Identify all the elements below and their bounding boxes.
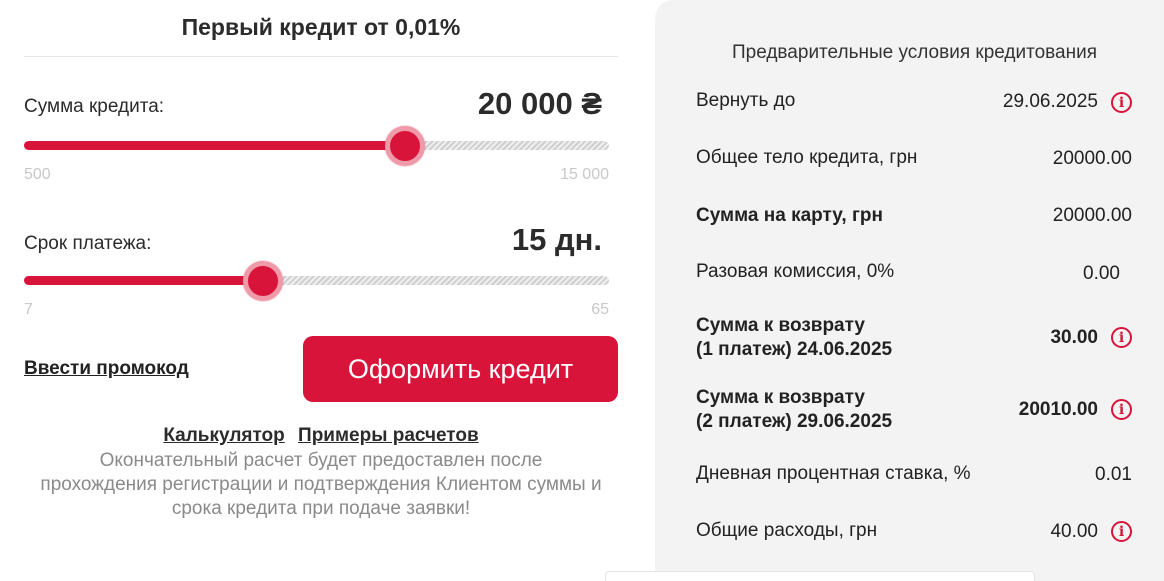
examples-link[interactable]: Примеры расчетов bbox=[298, 425, 479, 446]
calculator-links: Калькулятор Примеры расчетов bbox=[24, 425, 618, 447]
commission-label: Разовая комиссия, 0% bbox=[696, 261, 895, 282]
info-circle-icon[interactable]: i bbox=[1111, 399, 1132, 420]
repayment-2-label-line2: (2 платеж) 29.06.2025 bbox=[696, 411, 893, 432]
info-circle-icon[interactable]: i bbox=[1111, 521, 1132, 542]
term-slider-handle[interactable] bbox=[243, 261, 284, 301]
return-date-value: 29.06.2025 bbox=[1002, 91, 1098, 112]
repayment-1-label-line2: (1 платеж) 24.06.2025 bbox=[696, 339, 893, 360]
title-divider bbox=[24, 56, 618, 57]
loan-body-label: Общее тело кредита, грн bbox=[696, 147, 918, 168]
repayment-2-value: 20010.00 bbox=[1018, 399, 1098, 420]
repayment-2-label-line1: Сумма к возврату bbox=[696, 387, 865, 408]
credit-conditions-panel: Предварительные условия кредитования Вер… bbox=[655, 0, 1164, 581]
daily-rate-value: 0.01 bbox=[1095, 464, 1132, 485]
return-date-label: Вернуть до bbox=[696, 90, 796, 111]
total-expenses-label: Общие расходы, грн bbox=[696, 520, 878, 541]
repayment-1-label-line1: Сумма к возврату bbox=[696, 315, 865, 336]
amount-label: Сумма кредита: bbox=[24, 96, 165, 117]
card-amount-value: 20000.00 bbox=[1052, 205, 1132, 226]
term-min: 7 bbox=[24, 301, 33, 318]
repayment-1-label: Сумма к возврату (1 платеж) 24.06.2025 bbox=[696, 314, 892, 362]
term-label: Срок платежа: bbox=[24, 233, 152, 254]
apply-credit-button[interactable]: Оформить кредит bbox=[303, 336, 618, 402]
repayment-1-value: 30.00 bbox=[1050, 327, 1098, 348]
term-slider-fill bbox=[24, 276, 264, 285]
amount-slider-fill bbox=[24, 141, 405, 150]
total-expenses-value: 40.00 bbox=[1050, 521, 1098, 542]
loan-body-value: 20000.00 bbox=[1052, 148, 1132, 169]
repayment-2-label: Сумма к возврату (2 платеж) 29.06.2025 bbox=[696, 386, 892, 434]
loan-calculator: Первый кредит от 0,01% Сумма кредита: 20… bbox=[24, 14, 618, 519]
disclaimer-note: Окончательный расчет будет предоставлен … bbox=[40, 450, 602, 519]
commission-value: 0.00 bbox=[1083, 263, 1120, 284]
amount-min: 500 bbox=[24, 166, 51, 183]
amount-value: 20 000 ₴ bbox=[477, 86, 602, 121]
amount-slider-handle[interactable] bbox=[384, 126, 425, 166]
promo-code-link[interactable]: Ввести промокод bbox=[24, 358, 189, 379]
amount-slider-track[interactable] bbox=[24, 126, 609, 166]
card-amount-label: Сумма на карту, грн bbox=[696, 205, 883, 226]
amount-max: 15 000 bbox=[560, 166, 609, 183]
term-max: 65 bbox=[591, 301, 609, 318]
info-circle-icon[interactable]: i bbox=[1111, 327, 1132, 348]
calculator-title: Первый кредит от 0,01% bbox=[181, 14, 461, 40]
bottom-card-edge bbox=[605, 571, 1035, 581]
term-value: 15 дн. bbox=[511, 222, 602, 257]
term-slider-track[interactable] bbox=[24, 261, 609, 301]
calculator-link[interactable]: Калькулятор bbox=[163, 425, 285, 446]
info-circle-icon[interactable]: i bbox=[1111, 92, 1132, 113]
daily-rate-label: Дневная процентная ставка, % bbox=[696, 463, 971, 484]
conditions-title: Предварительные условия кредитования bbox=[731, 42, 1098, 63]
